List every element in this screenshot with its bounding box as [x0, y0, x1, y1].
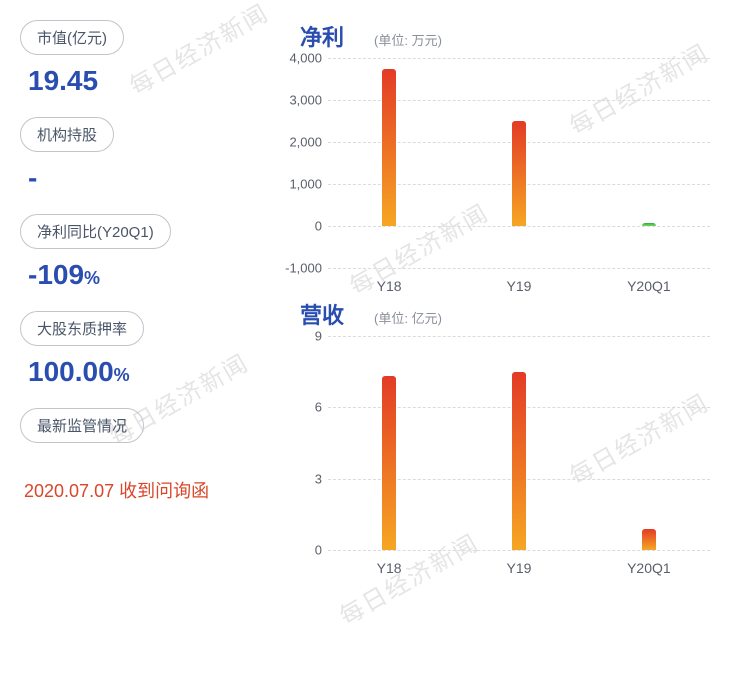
- chart-header: 净利 (单位: 万元): [270, 20, 740, 52]
- metric-value: -109%: [20, 255, 250, 305]
- y-tick-label: -1,000: [270, 261, 322, 276]
- chart-area: 0369Y18Y19Y20Q1: [270, 336, 740, 580]
- y-tick-label: 9: [270, 329, 322, 344]
- chart-unit: (单位: 亿元): [374, 308, 442, 327]
- chart-title: 净利: [300, 20, 344, 52]
- x-tick-label: Y19: [507, 560, 532, 576]
- x-axis: Y18 Y19 Y20Q1: [328, 554, 710, 580]
- metric-label-box: 机构持股: [20, 117, 114, 152]
- x-tick-label: Y20Q1: [627, 278, 671, 294]
- y-axis: 0369: [270, 336, 328, 550]
- bars-layer: [328, 336, 710, 550]
- x-tick-label: Y19: [507, 278, 532, 294]
- y-tick-label: 0: [270, 219, 322, 234]
- gridline: [328, 268, 710, 269]
- y-tick-label: 6: [270, 400, 322, 415]
- y-tick-label: 3: [270, 471, 322, 486]
- chart-title: 营收: [300, 298, 344, 330]
- y-tick-label: 1,000: [270, 177, 322, 192]
- bar: [512, 121, 526, 226]
- x-axis: Y18 Y19 Y20Q1: [328, 272, 710, 298]
- metric-label-box: 大股东质押率: [20, 311, 144, 346]
- x-tick-label: Y18: [377, 278, 402, 294]
- metric-label-box: 最新监管情况: [20, 408, 144, 443]
- chart-header: 营收 (单位: 亿元): [270, 298, 740, 330]
- x-tick-label: Y20Q1: [627, 560, 671, 576]
- metric-label-box: 市值(亿元): [20, 20, 124, 55]
- metric-value: 100.00%: [20, 352, 250, 402]
- metrics-column: 市值(亿元) 19.45 机构持股 - 净利同比(Y20Q1) -109% 大股东质押率 10…: [20, 20, 250, 580]
- metric-label-box: 净利同比(Y20Q1): [20, 214, 171, 249]
- y-tick-label: 0: [270, 543, 322, 558]
- bar: [382, 69, 396, 227]
- charts-column: 净利 (单位: 万元) -1,000 0 1,000 2,000 3,000 4,000 Y18…: [250, 20, 740, 580]
- y-tick-label: 2,000: [270, 135, 322, 150]
- y-tick-label: 4,000: [270, 51, 322, 66]
- bar: [642, 529, 656, 550]
- gridline: [328, 550, 710, 551]
- chart-block: 营收 (单位: 亿元) 0 3 6 9 Y18 Y19 Y20Q1: [270, 298, 740, 580]
- chart-area: -1,00001,0002,0003,0004,000Y18Y19Y20Q1: [270, 58, 740, 298]
- metric-value: -: [20, 158, 250, 208]
- metric-value: 19.45: [20, 61, 250, 111]
- bar: [382, 376, 396, 550]
- bar: [642, 223, 656, 226]
- chart-block: 净利 (单位: 万元) -1,000 0 1,000 2,000 3,000 4,000 Y18…: [270, 20, 740, 298]
- bar: [512, 372, 526, 550]
- y-axis: -1,00001,0002,0003,0004,000: [270, 58, 328, 268]
- chart-unit: (单位: 万元): [374, 30, 442, 49]
- bars-layer: [328, 58, 710, 268]
- x-tick-label: Y18: [377, 560, 402, 576]
- y-tick-label: 3,000: [270, 93, 322, 108]
- dashboard-container: 市值(亿元) 19.45 机构持股 - 净利同比(Y20Q1) -109% 大股东质押率 10…: [0, 0, 750, 590]
- regulatory-note: 2020.07.07 收到问询函: [20, 449, 250, 503]
